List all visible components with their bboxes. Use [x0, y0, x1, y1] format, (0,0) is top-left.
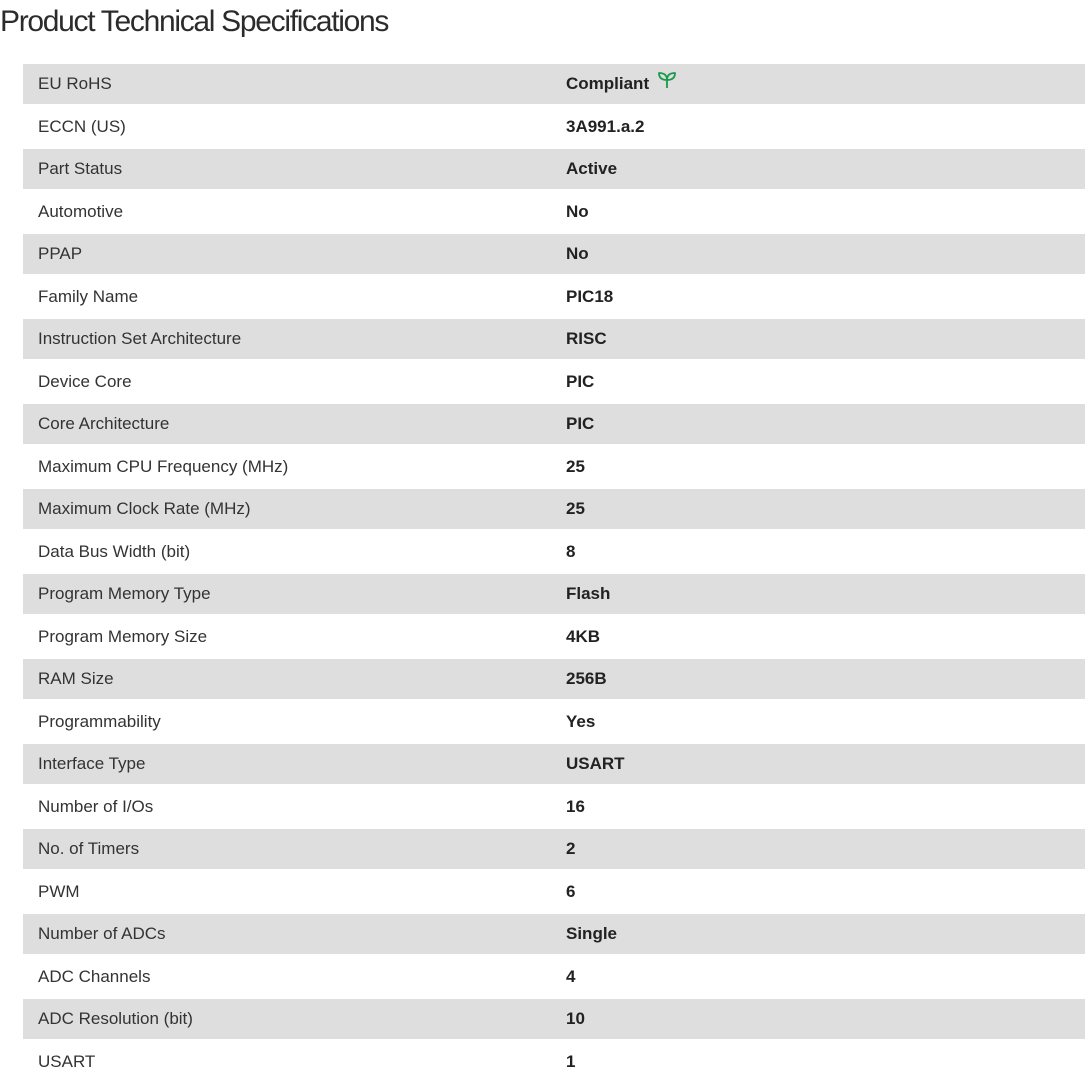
spec-label: Maximum CPU Frequency (MHz) [38, 456, 289, 476]
spec-value-text: 10 [566, 1009, 585, 1028]
spec-label: No. of Timers [38, 839, 140, 858]
spec-row: ECCN (US) 3A991.a.2 [23, 104, 1085, 149]
leaf-icon [657, 71, 677, 94]
spec-row: Family Name PIC18 [23, 274, 1085, 319]
spec-label: Family Name [38, 286, 139, 306]
spec-value-text: 4 [566, 966, 576, 986]
spec-row: PPAP No [23, 234, 1085, 274]
spec-value: PIC [566, 359, 1085, 404]
spec-row: Number of ADCs Single [23, 914, 1085, 954]
spec-value-text: 256B [566, 669, 607, 688]
spec-row: RAM Size 256B [23, 659, 1085, 699]
spec-value: RISC [566, 319, 1085, 359]
spec-row: Device Core PIC [23, 359, 1085, 404]
spec-value-text: 25 [566, 456, 585, 476]
spec-value: 3A991.a.2 [566, 104, 1085, 149]
spec-row: Program Memory Type Flash [23, 574, 1085, 614]
spec-value-text: PIC18 [566, 286, 614, 306]
spec-value-text: Flash [566, 584, 611, 603]
spec-label: Device Core [38, 371, 132, 391]
spec-row: USART 1 [23, 1039, 1085, 1084]
spec-value: 4KB [566, 614, 1085, 659]
spec-label: ADC Resolution (bit) [38, 1009, 193, 1028]
spec-value-text: No [566, 201, 589, 221]
spec-value: 2 [566, 829, 1085, 869]
spec-value-text: PIC [566, 414, 595, 433]
spec-value-text: 25 [566, 499, 585, 518]
spec-value: 8 [566, 529, 1085, 574]
spec-row: ADC Resolution (bit) 10 [23, 999, 1085, 1039]
spec-value: 10 [566, 999, 1085, 1039]
spec-label: EU RoHS [38, 74, 112, 93]
spec-value: Single [566, 914, 1085, 954]
spec-row: Data Bus Width (bit) 8 [23, 529, 1085, 574]
spec-value-text: RISC [566, 329, 607, 348]
spec-label: Interface Type [38, 754, 146, 773]
spec-label: Data Bus Width (bit) [38, 541, 191, 561]
spec-row: No. of Timers 2 [23, 829, 1085, 869]
spec-label: USART [38, 1051, 96, 1071]
spec-value: 1 [566, 1039, 1085, 1084]
spec-row: ADC Channels 4 [23, 954, 1085, 999]
spec-label: PPAP [38, 244, 83, 263]
spec-value: PIC [566, 404, 1085, 444]
spec-value: 256B [566, 659, 1085, 699]
spec-row: Maximum Clock Rate (MHz) 25 [23, 489, 1085, 529]
spec-label: Part Status [38, 159, 123, 178]
spec-value-text: 2 [566, 839, 576, 858]
spec-value: No [566, 189, 1085, 234]
spec-value-text: 16 [566, 796, 585, 816]
spec-value-text: Single [566, 924, 618, 943]
spec-value: 4 [566, 954, 1085, 999]
spec-row: Part Status Active [23, 149, 1085, 189]
spec-value: Active [566, 149, 1085, 189]
spec-value-text: 4KB [566, 626, 601, 646]
spec-value-text: USART [566, 754, 625, 773]
spec-value: Flash [566, 574, 1085, 614]
spec-value-text: 3A991.a.2 [566, 116, 645, 136]
spec-label: Programmability [38, 711, 161, 731]
spec-row: Number of I/Os 16 [23, 784, 1085, 829]
spec-row: PWM 6 [23, 869, 1085, 914]
spec-value-text: Compliant [566, 73, 650, 93]
spec-row: Programmability Yes [23, 699, 1085, 744]
spec-row: Automotive No [23, 189, 1085, 234]
spec-row: EU RoHS Compliant [23, 64, 1085, 104]
spec-row: Instruction Set Architecture RISC [23, 319, 1085, 359]
spec-label: Core Architecture [38, 414, 170, 433]
spec-row: Interface Type USART [23, 744, 1085, 784]
spec-value: USART [566, 744, 1085, 784]
spec-label: Number of ADCs [38, 924, 166, 943]
spec-value: PIC18 [566, 274, 1085, 319]
spec-value-text: 8 [566, 541, 576, 561]
spec-value-text: 1 [566, 1051, 576, 1071]
spec-value-text: Yes [566, 711, 596, 731]
page-title: Product Technical Specifications [0, 5, 389, 38]
spec-value: 25 [566, 489, 1085, 529]
spec-label: Program Memory Size [38, 626, 208, 646]
spec-value: Yes [566, 699, 1085, 744]
specs-table: EU RoHS Compliant ECCN (US) 3A991.a.2 Part S… [23, 64, 1085, 1084]
spec-row: Maximum CPU Frequency (MHz) 25 [23, 444, 1085, 489]
spec-value: No [566, 234, 1085, 274]
spec-value-text: 6 [566, 881, 576, 901]
spec-value-text: Active [566, 159, 618, 178]
spec-label: Maximum Clock Rate (MHz) [38, 499, 251, 518]
spec-label: ECCN (US) [38, 116, 126, 136]
spec-label: RAM Size [38, 669, 114, 688]
spec-row: Program Memory Size 4KB [23, 614, 1085, 659]
spec-value: Compliant [566, 64, 1085, 104]
spec-value-text: PIC [566, 371, 595, 391]
spec-value: 16 [566, 784, 1085, 829]
spec-label: ADC Channels [38, 966, 151, 986]
spec-label: Instruction Set Architecture [38, 329, 242, 348]
spec-value: 25 [566, 444, 1085, 489]
spec-value: 6 [566, 869, 1085, 914]
spec-value-text: No [566, 244, 589, 263]
spec-label: Program Memory Type [38, 584, 211, 603]
spec-label: Number of I/Os [38, 796, 154, 816]
spec-label: PWM [38, 881, 80, 901]
spec-row: Core Architecture PIC [23, 404, 1085, 444]
spec-label: Automotive [38, 201, 124, 221]
